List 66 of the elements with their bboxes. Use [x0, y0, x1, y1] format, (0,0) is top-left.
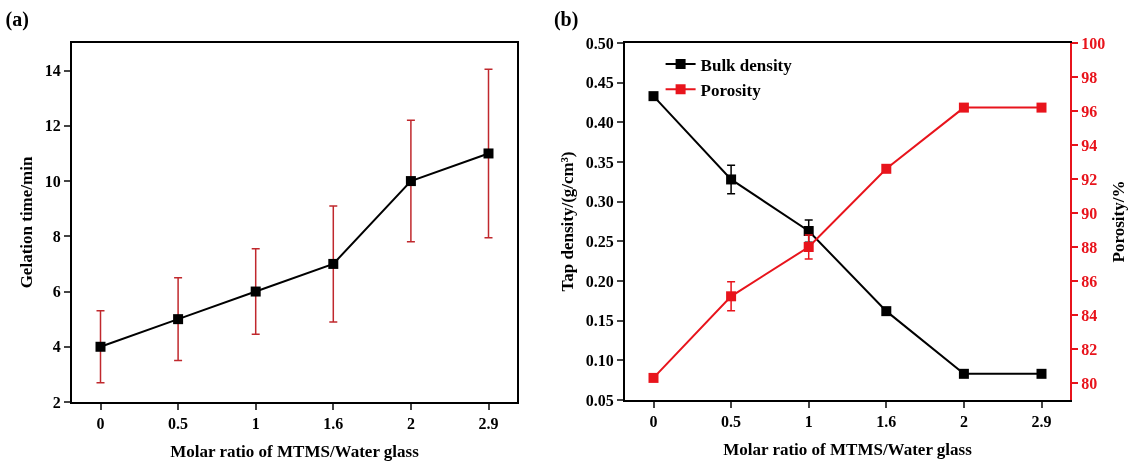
- point: [483, 148, 494, 159]
- y2-tick-label: 98: [1081, 68, 1098, 86]
- y-axis-title: Gelation time/min: [16, 156, 36, 289]
- x-tick-label: 1: [804, 413, 813, 431]
- chart-title: (b): [553, 7, 579, 31]
- x-tick-label: 0: [96, 415, 105, 433]
- x-tick-label: 2: [406, 415, 415, 433]
- x-axis-title: Molar ratio of MTMS/Water glass: [170, 442, 420, 462]
- point: [250, 286, 261, 297]
- y-axis-title: Tap density/(g/cm³): [557, 151, 577, 292]
- x-tick-label: 1.6: [323, 415, 344, 433]
- y-tick-label: 0.40: [585, 113, 614, 131]
- y-tick-label: 0.15: [585, 312, 614, 330]
- point: [95, 341, 106, 352]
- y-tick-label: 0.35: [585, 153, 614, 171]
- point: [803, 242, 814, 252]
- y-tick-label: 8: [52, 227, 61, 245]
- x-tick-label: 2: [959, 413, 968, 431]
- point: [1036, 368, 1047, 379]
- x-tick-label: 0: [649, 413, 658, 431]
- x-tick-label: 2.9: [1031, 413, 1052, 431]
- y2-tick-label: 82: [1081, 340, 1098, 358]
- x-tick-label: 0.5: [168, 415, 189, 433]
- point: [648, 91, 659, 102]
- point: [1036, 102, 1047, 113]
- y-tick-label: 10: [44, 172, 61, 190]
- point: [405, 176, 416, 187]
- legend-label: Bulk density: [700, 55, 793, 75]
- y2-tick-label: 100: [1081, 34, 1106, 52]
- y2-tick-label: 94: [1081, 136, 1098, 154]
- y-tick-label: 6: [52, 283, 61, 301]
- y-tick-label: 0.50: [585, 34, 614, 52]
- y2-tick-label: 88: [1081, 238, 1098, 256]
- y2-tick-label: 80: [1081, 374, 1098, 392]
- y-tick-label: 2: [52, 393, 61, 411]
- point: [648, 372, 659, 383]
- chart-title: (a): [5, 7, 29, 31]
- x-tick-label: 2.9: [478, 415, 499, 433]
- point: [881, 306, 892, 317]
- y2-tick-label: 84: [1081, 306, 1098, 324]
- x-tick-label: 1: [251, 415, 260, 433]
- point: [726, 291, 737, 302]
- point: [173, 314, 184, 325]
- y-tick-label: 0.20: [585, 272, 614, 290]
- y2-tick-label: 96: [1081, 102, 1098, 120]
- y-tick-label: 0.25: [585, 232, 614, 250]
- x-axis-title: Molar ratio of MTMS/Water glass: [723, 440, 973, 460]
- point: [881, 163, 892, 174]
- y-tick-label: 0.05: [585, 391, 614, 409]
- point: [328, 258, 339, 269]
- x-tick-label: 0.5: [721, 413, 742, 431]
- y2-tick-label: 90: [1081, 204, 1098, 222]
- y2-axis-title: Porosity/%: [1109, 180, 1129, 263]
- point: [958, 368, 969, 379]
- y-tick-label: 0.30: [585, 193, 614, 211]
- y-tick-label: 0.10: [585, 351, 614, 369]
- y2-tick-label: 92: [1081, 170, 1098, 188]
- y-tick-label: 0.45: [585, 74, 614, 92]
- y2-tick-label: 86: [1081, 272, 1098, 290]
- point: [958, 102, 969, 113]
- y-tick-label: 12: [44, 117, 61, 135]
- y-tick-label: 4: [52, 338, 61, 356]
- y-tick-label: 14: [44, 62, 61, 80]
- x-tick-label: 1.6: [876, 413, 897, 431]
- point: [726, 174, 737, 185]
- legend-label: Porosity: [700, 80, 762, 100]
